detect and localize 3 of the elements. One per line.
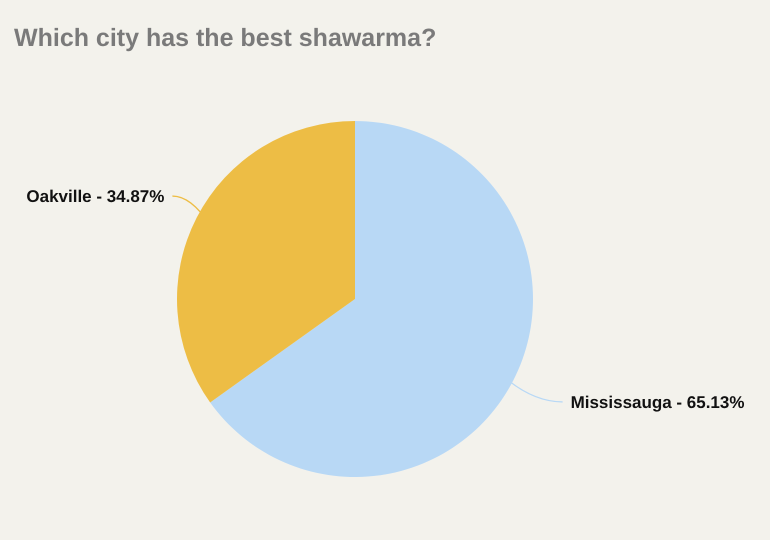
slice-label: Mississauga - 65.13% xyxy=(570,392,744,412)
chart-title: Which city has the best shawarma? xyxy=(14,24,436,52)
slice-label: Oakville - 34.87% xyxy=(26,187,164,206)
